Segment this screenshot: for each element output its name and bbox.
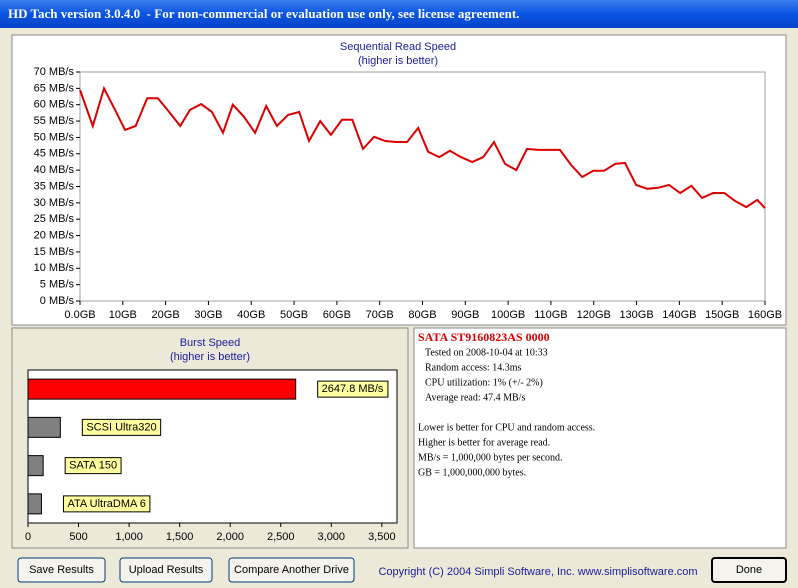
x-tick-label: 3,500 bbox=[368, 531, 396, 543]
plot-area bbox=[79, 71, 766, 302]
x-tick-label: 30GB bbox=[194, 309, 222, 321]
x-tick-label: 2,000 bbox=[216, 531, 244, 543]
y-tick-label: 60 MB/s bbox=[34, 99, 75, 111]
info-note: GB = 1,000,000,000 bytes. bbox=[418, 467, 526, 478]
y-tick-label: 55 MB/s bbox=[34, 115, 75, 127]
y-tick-label: 65 MB/s bbox=[34, 82, 75, 94]
bar bbox=[27, 493, 42, 515]
info-line: CPU utilization: 1% (+/- 2%) bbox=[425, 377, 543, 388]
y-tick-label: 5 MB/s bbox=[40, 279, 75, 291]
button[interactable]: Upload Results bbox=[119, 557, 213, 583]
x-tick-label: 100GB bbox=[491, 309, 525, 321]
info-panel bbox=[413, 327, 787, 549]
x-tick-label: 500 bbox=[69, 531, 87, 543]
label-box bbox=[64, 457, 122, 475]
x-tick-label: 3,000 bbox=[318, 531, 346, 543]
x-tick-label: 90GB bbox=[451, 309, 479, 321]
button[interactable]: Compare Another Drive bbox=[228, 557, 355, 583]
button-label[interactable]: Compare Another Drive bbox=[234, 564, 349, 576]
read-speed-line bbox=[79, 85, 766, 209]
chart-title: Sequential Read Speed bbox=[340, 41, 456, 53]
button[interactable]: Save Results bbox=[17, 557, 106, 583]
drive-name: SATA ST9160823AS 0000 bbox=[418, 330, 550, 344]
y-tick-label: 0 MB/s bbox=[40, 295, 75, 307]
x-tick-label: 2,500 bbox=[267, 531, 295, 543]
y-tick-label: 35 MB/s bbox=[34, 180, 75, 192]
x-tick-label: 80GB bbox=[408, 309, 436, 321]
y-tick-label: 15 MB/s bbox=[34, 246, 75, 258]
button-label[interactable]: Save Results bbox=[29, 564, 94, 576]
x-tick-label: 0 bbox=[25, 531, 31, 543]
button-label[interactable]: Done bbox=[736, 564, 762, 576]
y-tick-label: 10 MB/s bbox=[34, 262, 75, 274]
x-tick-label: 1,000 bbox=[115, 531, 143, 543]
x-tick-label: 160GB bbox=[748, 309, 782, 321]
x-tick-label: 1,500 bbox=[166, 531, 194, 543]
title-bar bbox=[0, 0, 798, 28]
y-tick-label: 30 MB/s bbox=[34, 197, 75, 209]
value-label: 2647.8 MB/s bbox=[322, 383, 384, 395]
window-title: HD Tach version 3.0.4.0 - For non-commer… bbox=[8, 6, 519, 21]
info-line: Average read: 47.4 MB/s bbox=[425, 392, 525, 403]
bar bbox=[27, 455, 44, 477]
y-tick-label: 25 MB/s bbox=[34, 213, 75, 225]
x-tick-label: 150GB bbox=[705, 309, 739, 321]
info-note: Higher is better for average read. bbox=[418, 437, 550, 448]
x-tick-label: 110GB bbox=[534, 309, 567, 321]
info-note: MB/s = 1,000,000 bytes per second. bbox=[418, 452, 563, 463]
x-tick-label: 60GB bbox=[323, 309, 351, 321]
info-note: Lower is better for CPU and random acces… bbox=[418, 422, 595, 433]
x-tick-label: 130GB bbox=[619, 309, 653, 321]
y-tick-label: 20 MB/s bbox=[34, 229, 75, 241]
bar bbox=[27, 416, 61, 438]
label-box bbox=[81, 418, 162, 436]
x-tick-label: 40GB bbox=[237, 309, 265, 321]
x-tick-label: 70GB bbox=[366, 309, 394, 321]
x-tick-label: 50GB bbox=[280, 309, 308, 321]
x-tick-label: 140GB bbox=[662, 309, 696, 321]
label-box bbox=[62, 495, 151, 513]
y-tick-label: 50 MB/s bbox=[34, 131, 75, 143]
x-tick-label: 0.0GB bbox=[64, 309, 95, 321]
info-line: Random access: 14.3ms bbox=[425, 362, 521, 373]
x-tick-label: 20GB bbox=[152, 309, 180, 321]
y-tick-label: 45 MB/s bbox=[34, 148, 75, 160]
label-box bbox=[317, 380, 389, 398]
category-label: ATA UltraDMA 6 bbox=[67, 498, 145, 510]
copyright: Copyright (C) 2004 Simpli Software, Inc.… bbox=[378, 566, 697, 578]
chart-subtitle: (higher is better) bbox=[170, 351, 250, 363]
x-tick-label: 10GB bbox=[109, 309, 137, 321]
info-line: Tested on 2008-10-04 at 10:33 bbox=[425, 347, 548, 358]
y-tick-label: 70 MB/s bbox=[34, 66, 75, 78]
chart-title: Burst Speed bbox=[180, 337, 241, 349]
y-tick-label: 40 MB/s bbox=[34, 164, 75, 176]
bar bbox=[27, 378, 297, 400]
button-label[interactable]: Upload Results bbox=[129, 564, 204, 576]
chart-subtitle: (higher is better) bbox=[358, 55, 438, 67]
category-label: SCSI Ultra320 bbox=[86, 421, 156, 433]
x-tick-label: 120GB bbox=[577, 309, 611, 321]
category-label: SATA 150 bbox=[69, 460, 117, 472]
button[interactable]: Done bbox=[711, 557, 787, 583]
